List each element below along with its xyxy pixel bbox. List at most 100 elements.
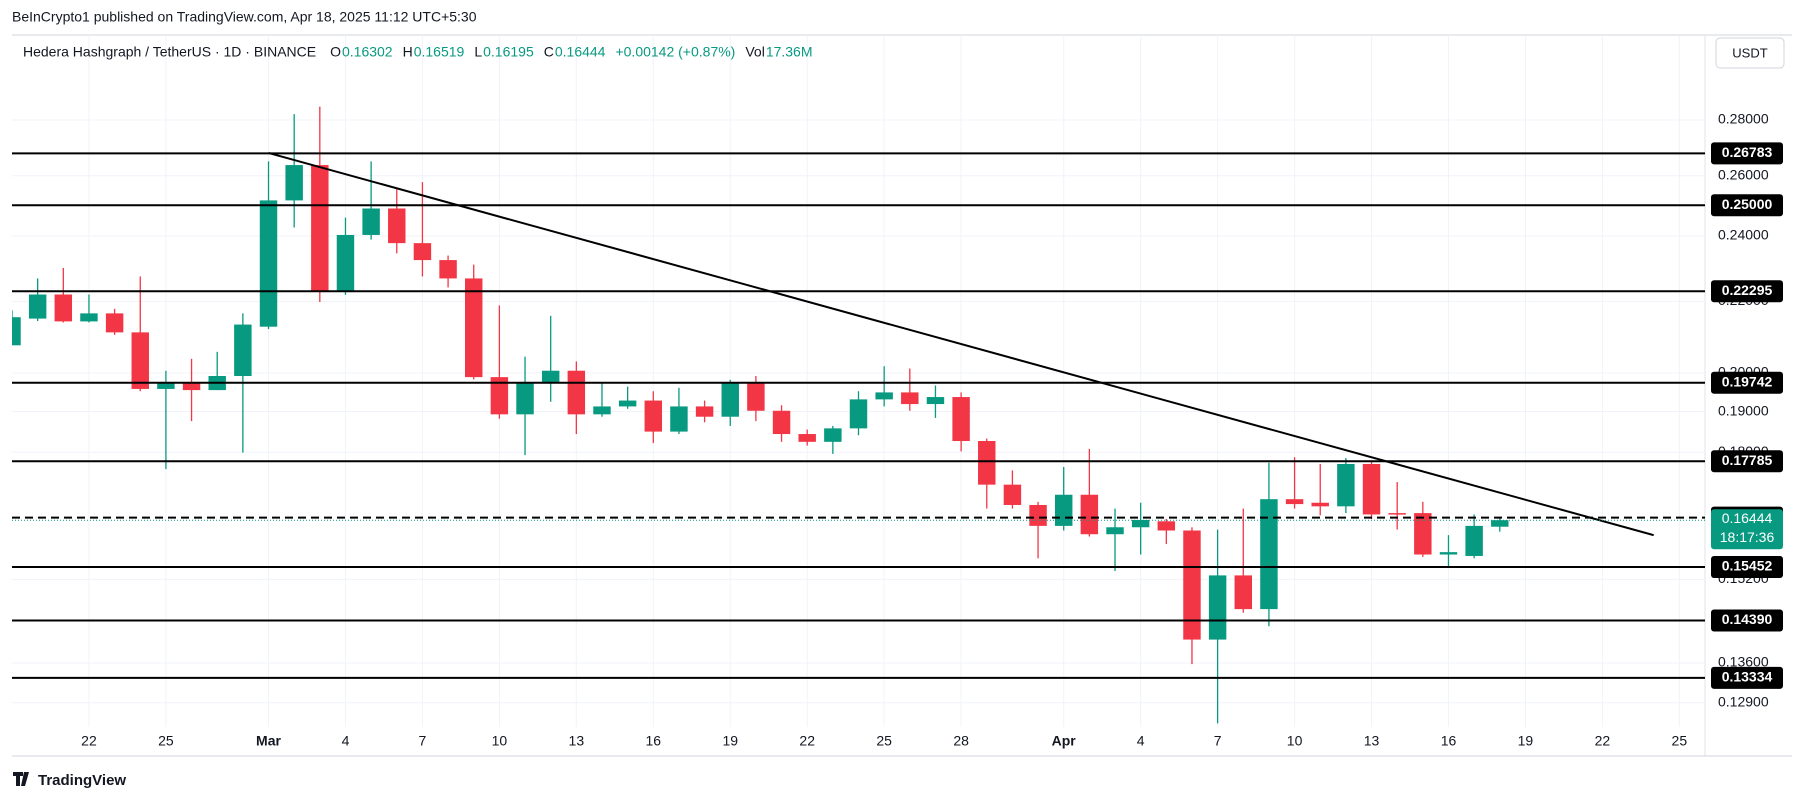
candle-body: [1080, 494, 1099, 535]
currency: USDT: [1732, 45, 1767, 60]
ohlc-label: H: [403, 44, 413, 60]
x-tick-label: 16: [1441, 733, 1457, 749]
x-tick-label: 22: [1595, 733, 1611, 749]
candle-body: [1208, 575, 1227, 640]
level-label: 0.17785: [1722, 452, 1773, 468]
countdown: 18:17:36: [1720, 529, 1775, 545]
candle-body: [593, 406, 611, 415]
level-label: 0.22295: [1722, 282, 1773, 298]
plot: [12, 106, 1705, 724]
x-tick-label: 16: [645, 733, 661, 749]
x-tick-label: Apr: [1052, 733, 1077, 749]
level-label-box: [1711, 194, 1783, 217]
candle-body: [12, 317, 21, 346]
candle-body: [1285, 499, 1304, 505]
y-tick-label: 0.26000: [1718, 166, 1769, 182]
candle-body: [465, 278, 483, 378]
candle-body: [1439, 552, 1458, 555]
candle-body: [413, 243, 432, 261]
candle-body: [182, 382, 201, 391]
candle-body: [80, 313, 98, 322]
candle-body: [1054, 494, 1073, 526]
x-tick-label: 22: [81, 733, 97, 749]
candle-body: [1311, 502, 1329, 507]
x-tick-label: 13: [1364, 733, 1380, 749]
candle-body: [747, 383, 765, 411]
brand-logo: [13, 772, 29, 786]
volume: 17.36M: [766, 44, 813, 60]
candle-body: [695, 406, 714, 417]
candle-body: [105, 313, 124, 333]
change: +0.00142 (+0.87%): [615, 44, 735, 60]
level-label-box: [1711, 450, 1783, 473]
candle-body: [721, 383, 739, 417]
candle-body: [1362, 463, 1381, 515]
x-tick-label: 25: [1672, 733, 1688, 749]
ohlc-label: C: [544, 44, 554, 60]
x-tick-label: 19: [722, 733, 738, 749]
candle-body: [311, 165, 329, 292]
x-tick-label: 7: [1214, 733, 1222, 749]
candle-body: [1234, 575, 1252, 610]
candle-body: [388, 208, 406, 244]
brand: TradingView: [38, 772, 126, 789]
y-tick-label: 0.13600: [1718, 654, 1769, 670]
y-tick-label: 0.12900: [1718, 693, 1769, 709]
ohlc-value: 0.16519: [414, 44, 465, 60]
x-tick-label: 4: [1137, 733, 1145, 749]
candle-body: [336, 234, 355, 292]
candle-body: [54, 294, 73, 322]
ohlc-value: 0.16302: [342, 44, 393, 60]
candle-body: [1183, 530, 1201, 640]
x-tick-label: Mar: [256, 733, 281, 749]
x-tick-label: 13: [569, 733, 585, 749]
candle-body: [541, 370, 560, 384]
level-label-box: [1711, 371, 1783, 394]
candle-body: [849, 399, 868, 429]
ohlc-value: 0.16444: [555, 44, 606, 60]
x-tick-label: 22: [799, 733, 815, 749]
candle-body: [490, 377, 509, 415]
x-tick-label: 19: [1518, 733, 1534, 749]
y-tick-label: 0.24000: [1718, 227, 1769, 243]
candle-body: [798, 434, 816, 442]
candle-body: [234, 324, 252, 376]
candle-body: [28, 294, 47, 319]
trendline: [268, 151, 1654, 537]
level-label: 0.13334: [1722, 669, 1773, 685]
publisher: BeInCrypto1 published on TradingView.com…: [12, 9, 477, 25]
last-price-label: 0.16444: [1722, 510, 1773, 526]
candle-body: [1414, 513, 1432, 555]
candle-body: [567, 370, 586, 415]
x-tick-label: 25: [876, 733, 892, 749]
currency-button[interactable]: [1715, 37, 1785, 69]
ohlc-value: 0.16195: [483, 44, 534, 60]
grid: [12, 35, 1705, 727]
candle-body: [1029, 504, 1047, 526]
axes: 22 25 Mar 4 7 10 13 16 19 22 25 28 Apr 4 7 10 13 16 19 22 25…: [81, 111, 1783, 749]
candle-body: [1131, 519, 1150, 528]
ohlc-label: O: [330, 44, 341, 60]
candle-body: [362, 208, 380, 235]
y-tick-label: 0.19000: [1718, 402, 1769, 418]
candle-body: [670, 406, 688, 432]
candle-body: [901, 392, 919, 405]
level-label-box: [1711, 142, 1783, 165]
y-tick-label: 0.28000: [1718, 111, 1769, 127]
candle-body: [952, 397, 970, 442]
level-label-box: [1711, 609, 1783, 632]
level-label-box: [1711, 280, 1783, 303]
candle-body: [926, 397, 945, 405]
x-tick-label: 10: [1287, 733, 1303, 749]
candle-body: [1157, 521, 1176, 531]
level-label-box: [1711, 555, 1783, 578]
candle-body: [1260, 499, 1278, 610]
candle-body: [1388, 513, 1406, 515]
candle-body: [875, 392, 893, 400]
candle-body: [1465, 525, 1483, 556]
legend: Hedera Hashgraph / TetherUS · 1D · BINAN…: [23, 44, 813, 60]
candle-body: [772, 410, 791, 435]
x-tick-label: 7: [419, 733, 427, 749]
